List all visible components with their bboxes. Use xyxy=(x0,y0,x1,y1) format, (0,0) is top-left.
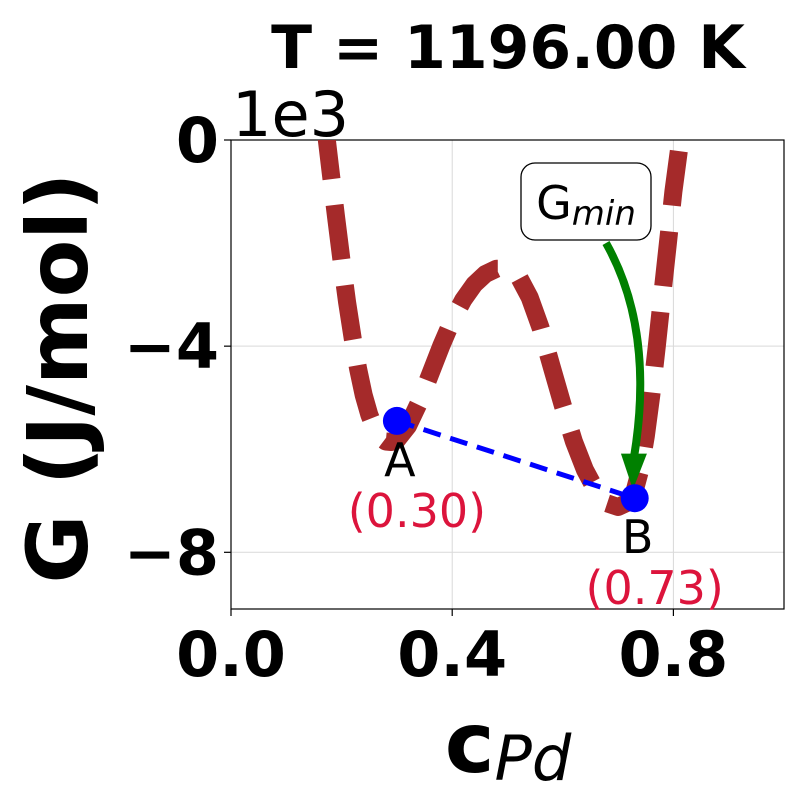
free-energy-curve xyxy=(317,140,690,516)
y-axis-label: G (J/mol) xyxy=(9,173,107,584)
x-axis-ticks: 0.0 0.4 0.8 xyxy=(176,609,728,691)
point-b xyxy=(620,484,649,513)
gmin-annotation-text: Gmin xyxy=(536,176,636,234)
x-tick-label-0: 0.0 xyxy=(176,618,286,691)
gmin-annotation-main: G xyxy=(536,176,572,230)
common-tangent-line xyxy=(396,418,636,501)
gmin-arrow xyxy=(602,241,645,459)
x-axis-label-main: c xyxy=(445,694,495,792)
gmin-annotation-box xyxy=(520,162,652,241)
y-tick-label-2: −8 xyxy=(124,516,219,589)
points-group: A(0.30) B(0.73) xyxy=(348,406,724,615)
x-tick-label-1: 0.4 xyxy=(397,618,507,691)
point-a-label: A xyxy=(384,433,416,487)
y-tick-label-1: −4 xyxy=(124,310,219,383)
x-axis-label-sub: Pd xyxy=(495,722,572,795)
point-b-label: B xyxy=(622,510,654,564)
chart-title: T = 1196.00 K xyxy=(271,13,747,83)
x-axis-label: cPd xyxy=(445,694,572,795)
y-axis-ticks: 0 −4 −8 xyxy=(124,104,231,589)
y-offset-label: 1e3 xyxy=(232,78,349,151)
point-a xyxy=(382,406,411,435)
grid-lines xyxy=(230,139,784,609)
point-a-value: (0.30) xyxy=(348,484,486,538)
gmin-annotation-sub: min xyxy=(572,194,636,234)
gmin-arrowhead xyxy=(620,453,647,490)
point-b-value: (0.73) xyxy=(586,561,724,615)
y-tick-label-0: 0 xyxy=(176,104,219,177)
x-tick-label-2: 0.8 xyxy=(618,618,728,691)
plot-frame xyxy=(230,139,785,610)
